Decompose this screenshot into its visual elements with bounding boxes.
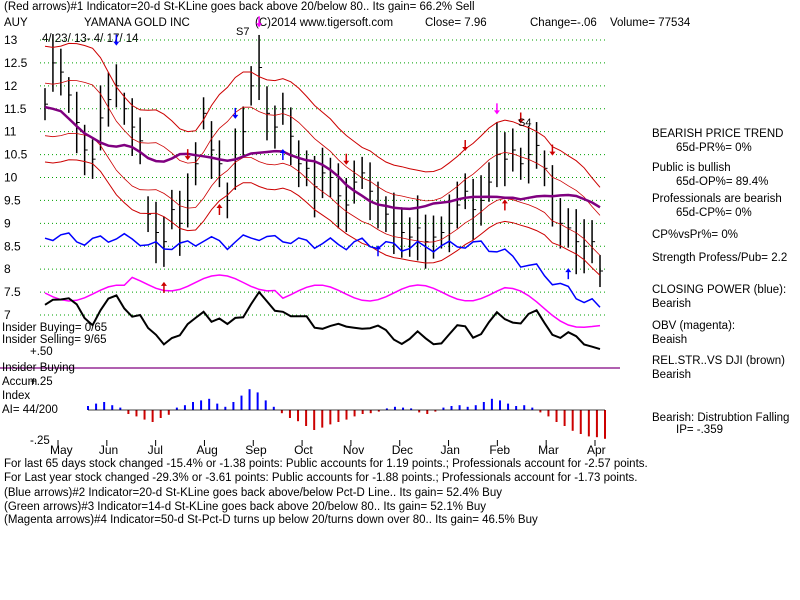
x-tick-label: Dec bbox=[392, 443, 413, 457]
rel-str-label: REL.STR..VS DJI (brown) bbox=[652, 355, 785, 367]
y-tick-label: 11 bbox=[4, 125, 17, 139]
rel-strength-line bbox=[44, 290, 601, 351]
footer-magenta-arrows: (Magenta arrows)#4 Indicator=50-d St-Pct… bbox=[4, 514, 538, 526]
sell-arrow-head bbox=[517, 119, 524, 124]
y-tick-label: 12.5 bbox=[4, 56, 28, 70]
x-tick-label: Feb bbox=[489, 443, 510, 457]
bearish-price-trend: BEARISH PRICE TREND bbox=[652, 128, 784, 140]
closing-power-line bbox=[44, 232, 601, 308]
ticker-symbol: AUY bbox=[4, 17, 28, 29]
y-tick-label: 8.5 bbox=[4, 239, 21, 253]
y-tick-label: 7.5 bbox=[4, 285, 21, 299]
buy-arrow-head bbox=[565, 268, 572, 273]
copyright: (C)2014 www.tigersoft.com bbox=[255, 17, 394, 29]
footer-green-arrows: (Green arrows)#3 Indicator=14-d St-KLine… bbox=[4, 501, 487, 513]
close-price: Close= 7.96 bbox=[425, 17, 487, 29]
y-tick-label: 8 bbox=[4, 262, 11, 276]
ip-value: IP= -.359 bbox=[676, 424, 723, 436]
strength-profess-pub: Strength Profess/Pub= 2.2 bbox=[652, 252, 788, 264]
buy-arrow-head bbox=[160, 281, 167, 286]
obv-line bbox=[44, 274, 601, 328]
y-tick-labels: 13 12.5 12 11.5 11 10.5 10 9.5 9 8.5 8 7.5 7 bbox=[4, 33, 28, 322]
sell-arrow-head bbox=[343, 160, 350, 165]
x-tick-label: Oct bbox=[294, 443, 313, 457]
sell-arrow-head bbox=[184, 156, 191, 161]
op-pct: 65d-OP%= 89.4% bbox=[676, 176, 769, 188]
closing-power-value: Bearish bbox=[652, 298, 691, 310]
header-line-red-arrows: (Red arrows)#1 Indicator=20-d St-KLine g… bbox=[4, 1, 475, 13]
y-tick-label: 10.5 bbox=[4, 148, 28, 162]
y-tick-label: 9 bbox=[4, 216, 11, 230]
index-label: Index bbox=[2, 390, 31, 402]
sell-arrow-head bbox=[493, 110, 500, 115]
moving-average-line bbox=[44, 105, 601, 211]
obv-label: OBV (magenta): bbox=[652, 320, 736, 332]
bearish-distribution: Bearish: Distrubtion Falling bbox=[652, 412, 790, 424]
y-tick-label: 9.5 bbox=[4, 193, 21, 207]
ai-value: AI= 44/200 bbox=[2, 404, 58, 416]
sell-arrow-head bbox=[113, 41, 120, 46]
footer-blue-arrows: (Blue arrows)#2 Indicator=20-d St-KLine … bbox=[4, 487, 502, 499]
indicator-lines bbox=[0, 34, 620, 369]
inner-upper-band-line bbox=[44, 80, 601, 216]
change-value: Change=-.06 bbox=[530, 17, 597, 29]
accum-tick-minus-25: -.25 bbox=[30, 435, 50, 447]
x-tick-labels: May Jun Jul Aug Sep Oct Nov Dec Jan Feb Mar Apr bbox=[50, 440, 606, 457]
cp-pct: 65d-CP%= 0% bbox=[676, 207, 752, 219]
closing-power-label: CLOSING POWER (blue): bbox=[652, 284, 787, 296]
signal-label-s4: S4 bbox=[518, 117, 531, 129]
cp-vs-pr: CP%vsPr%= 0% bbox=[652, 229, 738, 241]
lower-band-line bbox=[44, 159, 601, 276]
stock-chart: 13 12.5 12 11.5 11 10.5 10 9.5 9 8.5 8 7.5 7 May Jun J… bbox=[0, 16, 620, 457]
x-tick-label: May bbox=[50, 443, 73, 457]
buy-arrow-head bbox=[501, 199, 508, 204]
accum-label: Accum bbox=[2, 376, 38, 388]
pr-pct: 65d-PR%= 0% bbox=[676, 142, 752, 154]
x-tick-label: Jun bbox=[99, 443, 118, 457]
buy-arrow-head bbox=[216, 204, 223, 208]
obv-value: Beaish bbox=[652, 334, 688, 346]
y-tick-label: 10 bbox=[4, 171, 18, 185]
company-name: YAMANA GOLD INC bbox=[84, 17, 190, 29]
signal-label-s7: S7 bbox=[236, 26, 249, 38]
y-tick-label: 7 bbox=[4, 308, 11, 322]
footer-last-year: For Last year stock changed -29.3% or -3… bbox=[4, 472, 638, 484]
accum-tick-plus-25: +.25 bbox=[30, 376, 53, 388]
professionals-bearish: Professionals are bearish bbox=[652, 193, 782, 205]
footer-65-days: For last 65 days stock changed -15.4% or… bbox=[4, 458, 648, 470]
insider-buying-count: Insider Buying= 0/65 bbox=[2, 322, 108, 334]
insider-selling-count: Insider Selling= 9/65 bbox=[2, 334, 107, 346]
y-tick-label: 11.5 bbox=[4, 102, 27, 116]
y-tick-label: 12 bbox=[4, 79, 18, 93]
volume-value: Volume= 77534 bbox=[610, 17, 691, 29]
sell-arrow-head bbox=[462, 147, 469, 151]
y-tick-label: 13 bbox=[4, 33, 18, 47]
buy-arrow-head bbox=[375, 245, 381, 250]
x-tick-label: Mar bbox=[538, 443, 559, 457]
signal-arrows bbox=[113, 16, 572, 293]
x-tick-label: Sep bbox=[245, 443, 267, 457]
buy-arrow-head bbox=[279, 149, 286, 153]
x-tick-label: Nov bbox=[343, 443, 364, 457]
sell-arrow-head bbox=[549, 151, 556, 156]
sell-arrow-head bbox=[256, 23, 263, 28]
rel-str-value: Bearish bbox=[652, 369, 691, 381]
x-tick-label: Aug bbox=[196, 443, 217, 457]
upper-band-line bbox=[44, 42, 601, 188]
public-bullish: Public is bullish bbox=[652, 162, 731, 174]
accum-tick-plus-50: +.50 bbox=[30, 346, 53, 358]
x-tick-label: Apr bbox=[587, 443, 606, 457]
x-tick-label: Jul bbox=[148, 443, 163, 457]
x-tick-label: Jan bbox=[441, 443, 460, 457]
accum-index-bars bbox=[87, 389, 606, 439]
sell-arrow-head bbox=[232, 114, 239, 119]
insider-buying-label: Insider Buying bbox=[2, 362, 75, 374]
